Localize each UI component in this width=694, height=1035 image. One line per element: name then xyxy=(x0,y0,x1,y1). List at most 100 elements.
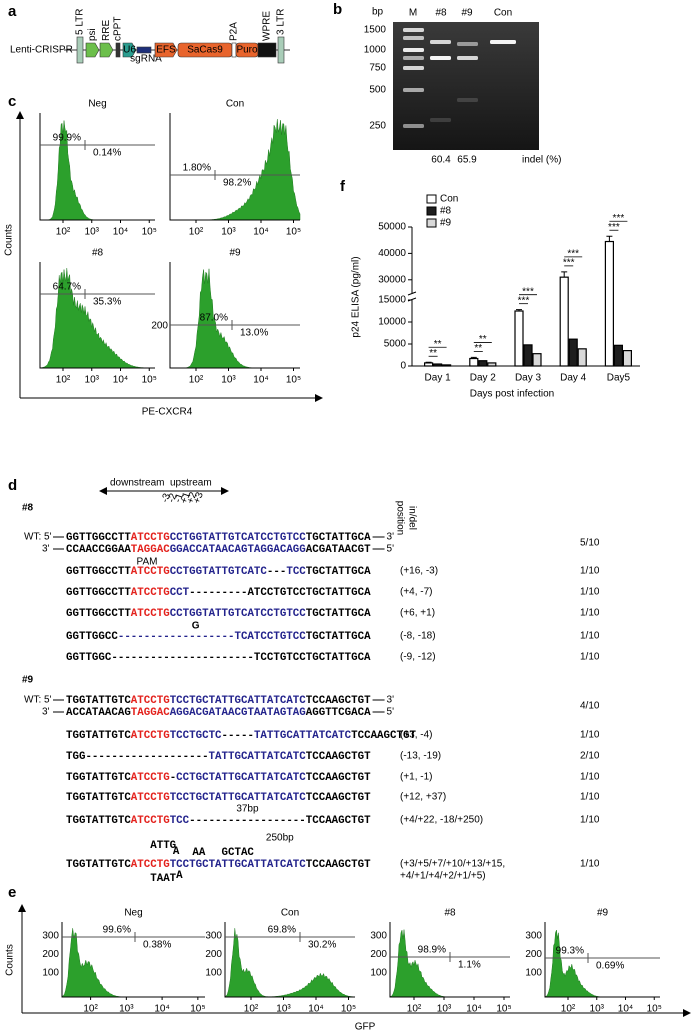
strand-label: WT: 5' xyxy=(24,695,52,706)
y-tick-label: 40000 xyxy=(378,248,406,259)
x-tick-label: 10³ xyxy=(590,1004,605,1015)
sequence-segment: GGTTGGCCTT xyxy=(66,532,131,544)
fraction: 1/10 xyxy=(580,631,600,642)
unit-label: bp xyxy=(372,7,384,18)
sequence-segment: ATCCTG xyxy=(131,792,170,804)
legend-swatch xyxy=(426,218,437,228)
position-number: -3 xyxy=(160,492,174,505)
indel-annotation: (+1, -1) xyxy=(400,772,433,783)
x-tick-label: 10² xyxy=(189,227,204,238)
group-label: #9 xyxy=(22,675,34,686)
y-tick-label: 300 xyxy=(205,931,222,942)
sequence-segment: TCCAAGCTGT xyxy=(306,751,371,763)
fraction: 1/10 xyxy=(580,792,600,803)
indel-label: indel (%) xyxy=(522,155,561,166)
gate-right-percent: 0.69% xyxy=(596,961,624,972)
sequence: ACCATAACAGTAGGACAGGACGATAACGTAATAGTAGAGG… xyxy=(66,707,371,719)
y-tick-label: 30000 xyxy=(378,274,406,285)
bar xyxy=(577,348,587,367)
sequence-segment: ATCCTG xyxy=(131,695,170,707)
legend-label: #8 xyxy=(440,206,452,217)
sequence: GGTTGGCCTTATCCTGCCTGGTATTGTCATCCTGTCCTGC… xyxy=(66,532,371,544)
indel-annotation: (+4, -7) xyxy=(400,587,433,598)
gel-band xyxy=(403,88,424,92)
sequence-segment: TCCTGCTC xyxy=(170,730,222,742)
plot-axes xyxy=(389,922,510,998)
sequence-segment: ATCCTG xyxy=(131,608,170,620)
sequence-segment: TCCTGCTATTGCATTATCATC xyxy=(170,859,307,871)
x-tick-label: 10⁵ xyxy=(341,1004,356,1015)
significance-label: *** xyxy=(522,286,534,297)
axis-label: GFP xyxy=(355,1022,376,1033)
gel-band xyxy=(490,40,516,44)
significance-label: ** xyxy=(479,334,487,345)
x-tick-label: 10³ xyxy=(85,375,100,386)
gate-right-percent: 98.2% xyxy=(223,178,251,189)
x-tick-label: 10⁵ xyxy=(647,1004,662,1015)
y-tick-label: 300 xyxy=(525,931,542,942)
sequence-segment: GGTTGGC----------------------TCCTGTCCTGC… xyxy=(66,652,371,664)
gate-right-percent: 1.1% xyxy=(458,960,481,971)
marker-label: 1500 xyxy=(364,25,387,36)
sequence-segment: TCC xyxy=(286,566,306,578)
x-tick-label: 10⁴ xyxy=(253,375,268,386)
error-bar xyxy=(561,271,568,278)
legend-label: #9 xyxy=(440,218,452,229)
sequence-segment: --- xyxy=(267,566,286,578)
axis-label: Days post infection xyxy=(470,389,555,400)
legend-swatch xyxy=(426,194,437,204)
sequence-segment: ATCCTG xyxy=(131,730,170,742)
y-tick-label: 200 xyxy=(525,949,542,960)
plot-axes xyxy=(224,922,355,998)
sequence-segment: TGGTATTGTC xyxy=(66,792,131,804)
bar xyxy=(469,357,479,367)
plot-axes xyxy=(39,262,155,369)
gel-band xyxy=(403,48,424,52)
insertion: A xyxy=(176,870,183,882)
y-tick-label: 100 xyxy=(370,967,387,978)
sequence: TGGTATTGTCATCCTGTCCTGCTC-----TATTGCATTAT… xyxy=(66,730,416,742)
gel-band xyxy=(403,124,424,128)
vector-element xyxy=(122,42,137,58)
group-label: #8 xyxy=(22,503,34,514)
gel-band xyxy=(403,66,424,70)
panel-label: e xyxy=(8,884,16,901)
gate-right-percent: 35.3% xyxy=(93,297,121,308)
gate-right-percent: 0.14% xyxy=(93,148,121,159)
gel-band xyxy=(430,40,451,44)
gel-band xyxy=(457,42,478,46)
gel-band xyxy=(403,28,424,32)
sequence-segment: CCTGGTATTGTCATCCTGTCC xyxy=(170,608,307,620)
vector-element xyxy=(85,42,100,58)
x-tick-label: 10² xyxy=(56,375,71,386)
x-tick-label: 10⁴ xyxy=(618,1004,633,1015)
plot-title: Neg xyxy=(88,99,106,110)
sequence-segment: ATCCTG xyxy=(131,532,170,544)
insertion: TAAT xyxy=(150,873,176,885)
gate-left-percent: 98.9% xyxy=(418,945,446,956)
gel-band xyxy=(457,56,478,60)
sequence-segment: TCCAAGCTGT xyxy=(306,772,371,784)
bar xyxy=(622,350,633,367)
sequence-segment: TATTGCATTATCATC xyxy=(209,751,307,763)
plot-axes xyxy=(61,922,205,998)
sequence-segment: AGGTTCGACA xyxy=(306,707,371,719)
element-label: SaCas9 xyxy=(187,45,223,56)
element-label: cPPT xyxy=(113,17,124,41)
sequence-segment: TGGTATTGTC xyxy=(66,859,131,871)
position-number: +3 xyxy=(192,490,206,505)
legend-label: Con xyxy=(440,194,458,205)
y-tick-label: 5000 xyxy=(384,339,407,350)
gate-left-percent: 99.9% xyxy=(53,133,81,144)
gate-left-percent: 69.8% xyxy=(268,925,296,936)
y-tick-label: 300 xyxy=(42,931,59,942)
sequence-segment: ----- xyxy=(222,730,254,742)
fraction: 1/10 xyxy=(580,815,600,826)
plot-title: Con xyxy=(281,908,299,919)
x-tick-label: 10⁴ xyxy=(113,227,128,238)
histogram xyxy=(170,268,300,369)
indel-annotation: (-8, -18) xyxy=(400,631,436,642)
insert-annotation: G xyxy=(192,621,200,632)
fraction: 1/10 xyxy=(580,608,600,619)
fraction: 1/10 xyxy=(580,587,600,598)
